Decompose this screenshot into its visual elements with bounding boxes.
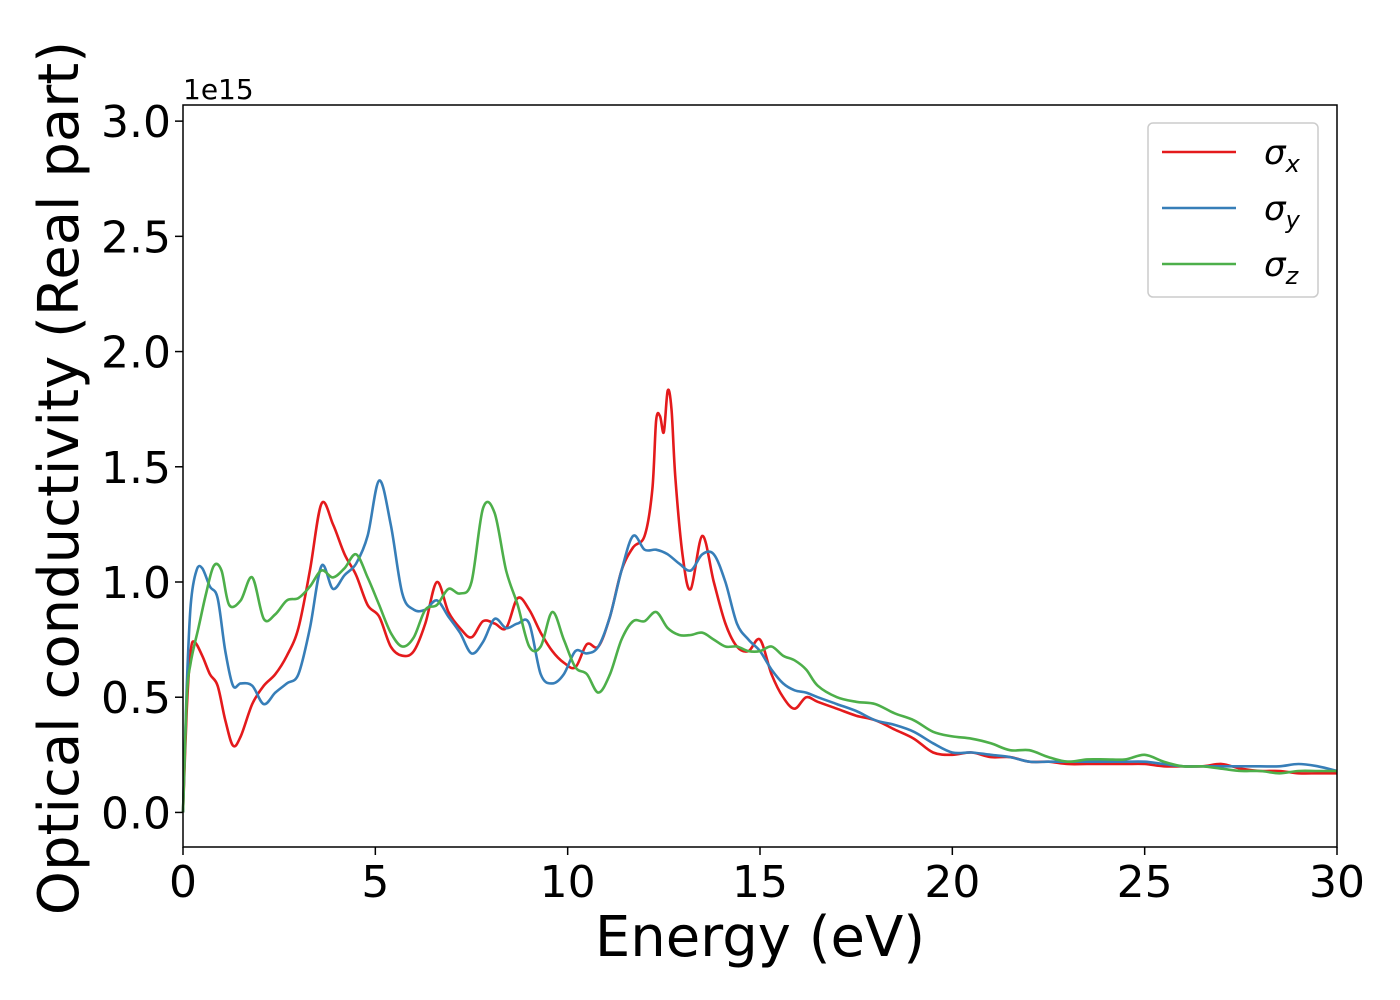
- legend-label-x: σx: [1264, 133, 1301, 178]
- y-tick-label: 0.0: [101, 788, 171, 839]
- legend-box: [1147, 122, 1319, 298]
- y-axis-label: Optical conductivity (Real part): [27, 41, 92, 915]
- x-axis-label: Energy (eV): [595, 905, 925, 970]
- x-tick-label: 30: [1309, 857, 1365, 908]
- x-tick-label: 5: [361, 857, 389, 908]
- y-axis: 0.0 0.5 1.0 1.5 2.0 2.5 3.0: [101, 97, 183, 839]
- series-line-z: [181, 500, 1337, 813]
- legend: σx σy σz: [1147, 122, 1319, 298]
- y-tick-label: 2.0: [101, 328, 171, 379]
- x-tick-label: 10: [540, 857, 596, 908]
- legend-label-z: σz: [1264, 245, 1300, 290]
- x-tick-label: 25: [1117, 857, 1173, 908]
- series-layer: [181, 388, 1338, 813]
- y-tick-label: 1.0: [101, 558, 171, 609]
- y-tick-label: 0.5: [101, 673, 171, 724]
- x-tick-label: 20: [924, 857, 980, 908]
- x-tick-label: 0: [169, 857, 197, 908]
- y-tick-label: 3.0: [101, 97, 171, 148]
- y-offset-label: 1e15: [183, 73, 254, 106]
- series-line-x: [181, 388, 1337, 813]
- x-axis: 0 5 10 15 20 25 30: [169, 847, 1365, 908]
- y-tick-label: 1.5: [101, 443, 171, 494]
- y-tick-label: 2.5: [101, 212, 171, 263]
- x-tick-label: 15: [732, 857, 788, 908]
- legend-label-y: σy: [1264, 189, 1301, 234]
